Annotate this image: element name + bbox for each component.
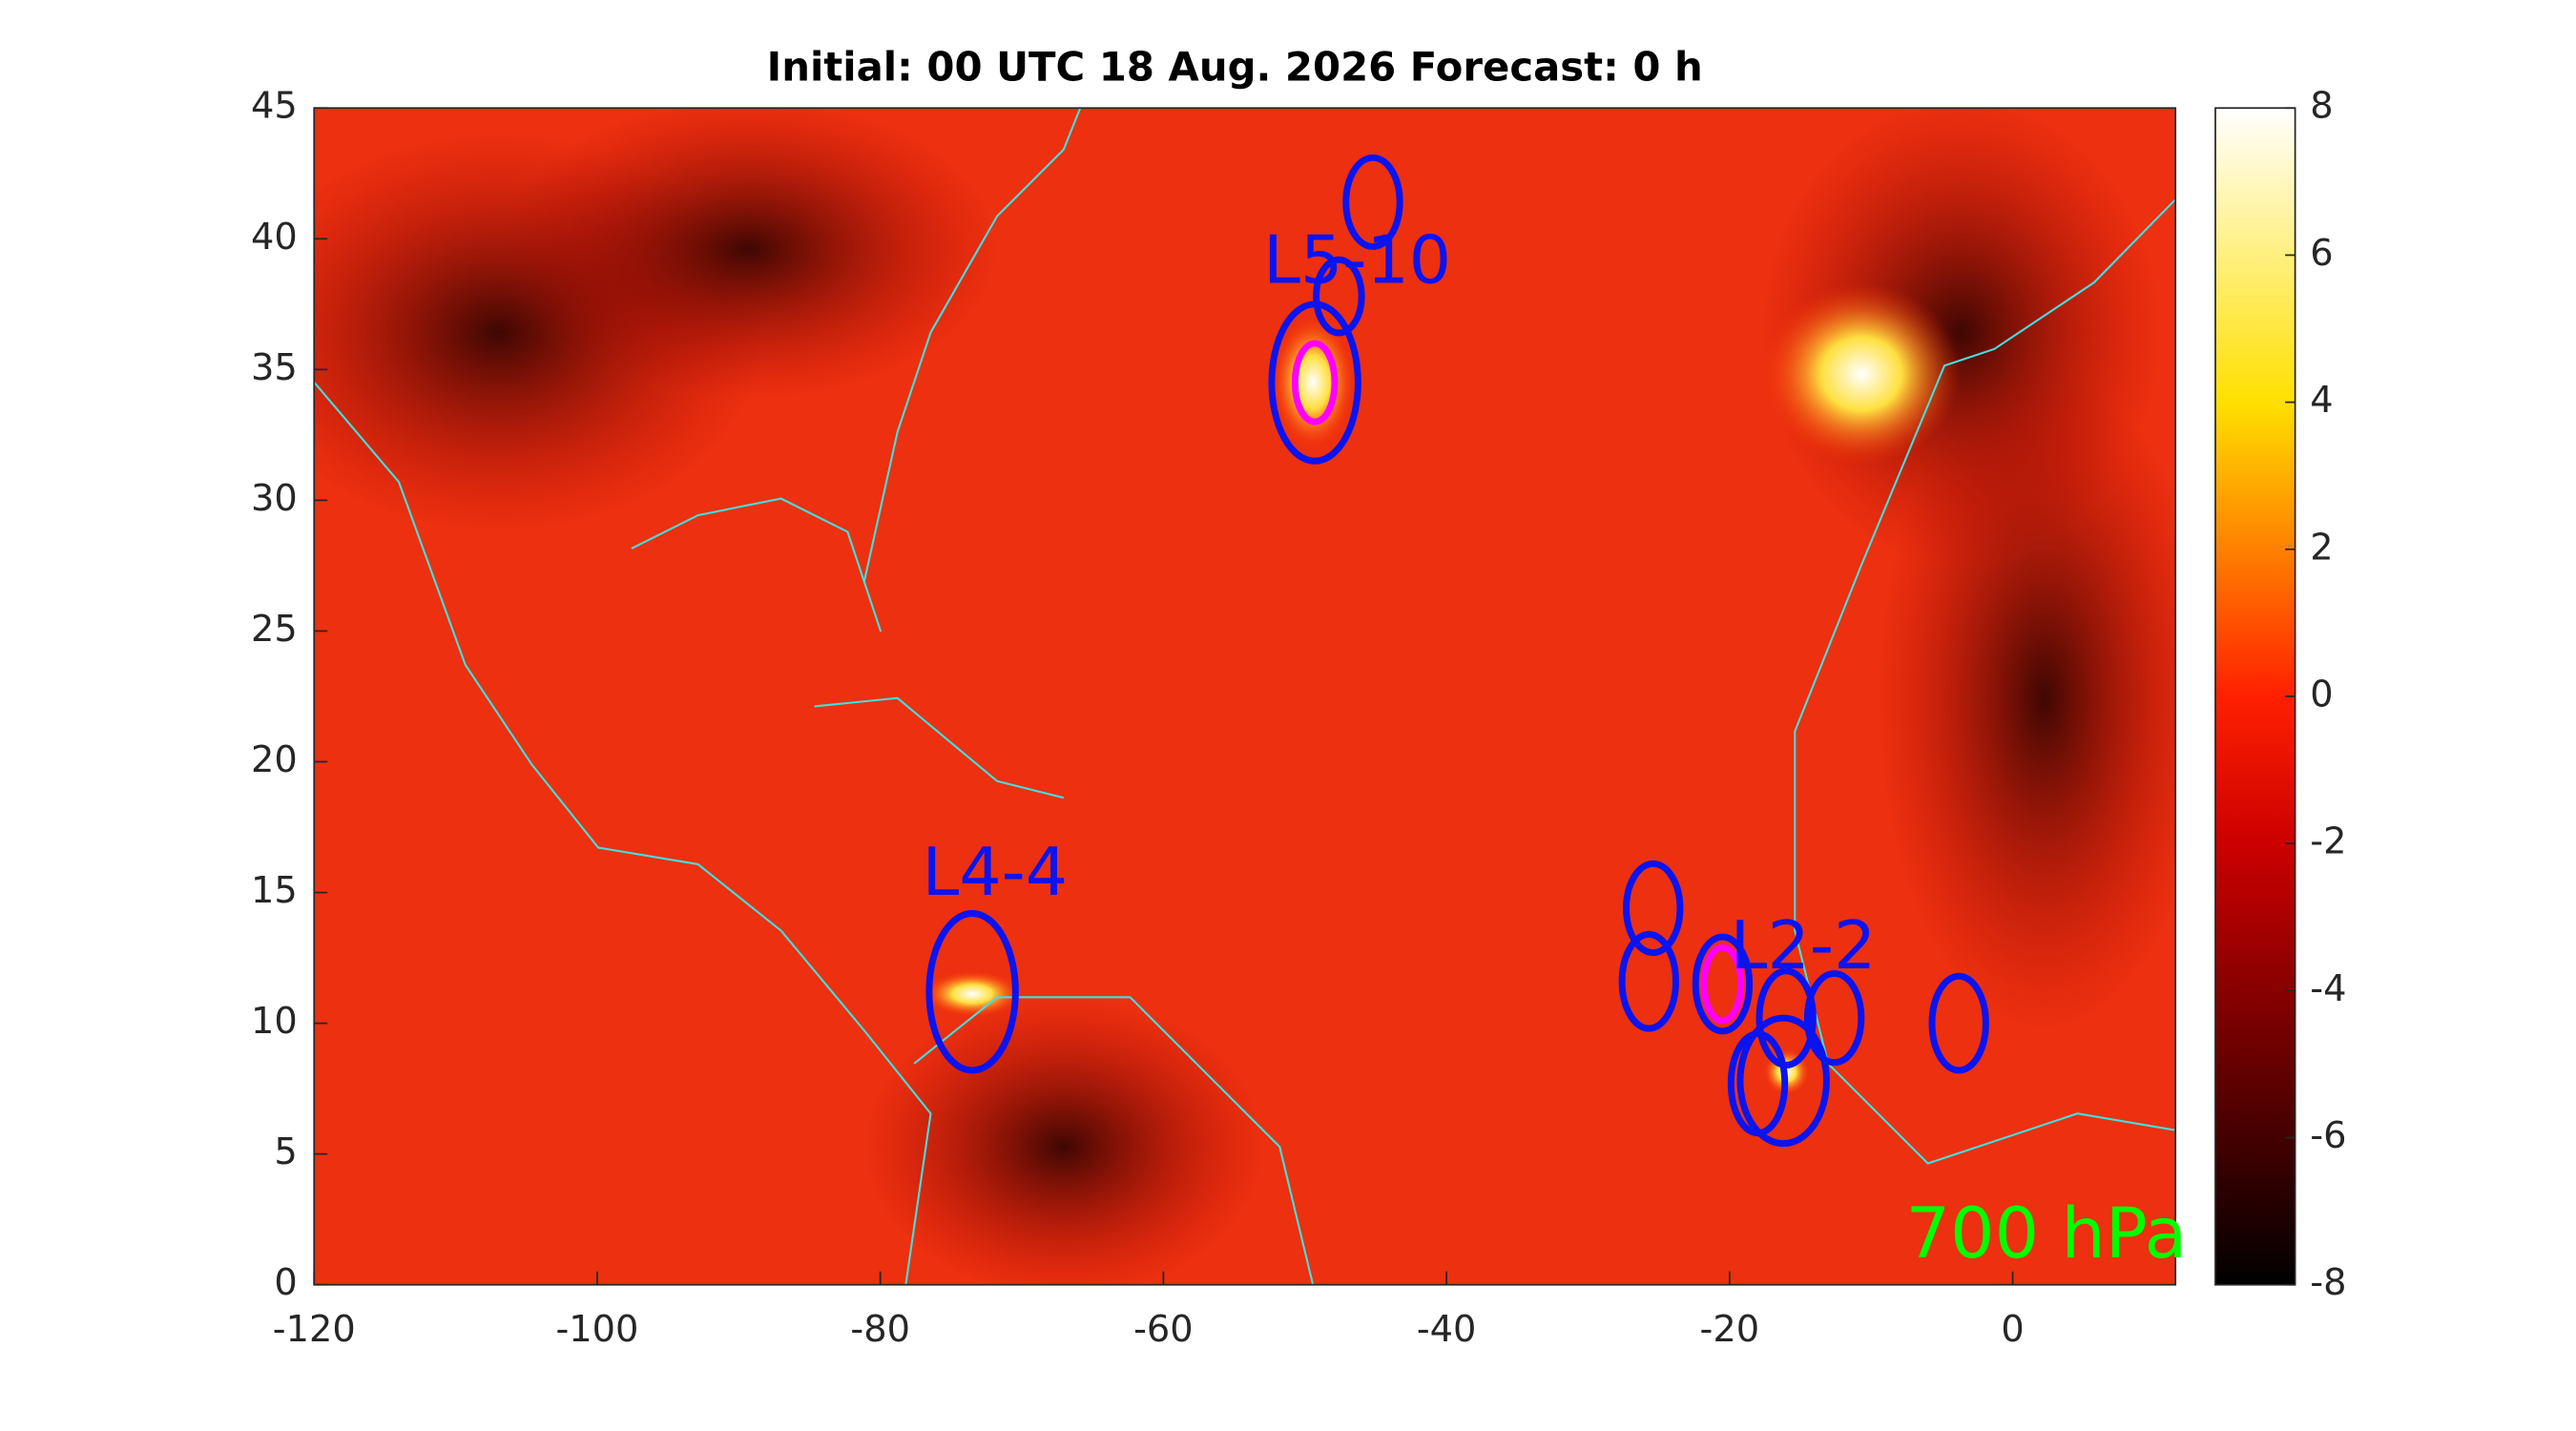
plot-frame: [313, 107, 2177, 1286]
colorbar-tick-label: -2: [2310, 820, 2346, 863]
y-tick-label: 15: [251, 869, 298, 912]
x-tick-label: 0: [2001, 1308, 2024, 1351]
y-tick-label: 5: [274, 1130, 297, 1173]
colorbar-tick-label: 2: [2310, 526, 2333, 569]
colorbar-tick-label: 8: [2310, 85, 2333, 128]
colorbar-tick-label: 4: [2310, 379, 2333, 422]
y-tick-label: 35: [251, 346, 298, 389]
system-ellipse: [1291, 340, 1339, 425]
colorbar: [2214, 107, 2296, 1286]
chart-title: Initial: 00 UTC 18 Aug. 2026 Forecast: 0…: [767, 44, 1703, 91]
system-ellipse: [1623, 860, 1684, 957]
system-label: L4-4: [923, 834, 1069, 911]
x-tick-label: -20: [1700, 1308, 1760, 1351]
x-tick-label: -80: [850, 1308, 910, 1351]
colorbar-tick-label: 6: [2310, 232, 2333, 275]
system-label: L5-10: [1263, 222, 1451, 300]
colorbar-tick-label: -8: [2310, 1261, 2346, 1304]
y-tick-label: 10: [251, 1000, 298, 1043]
field: [314, 108, 2176, 1285]
colorbar-tick-label: -6: [2310, 1114, 2346, 1157]
level-label: 700 hPa: [1905, 1193, 2187, 1275]
system-ellipse: [1342, 154, 1403, 250]
colorbar-tick-label: 0: [2310, 673, 2333, 716]
system-ellipse: [1618, 930, 1679, 1032]
y-tick-label: 20: [251, 738, 298, 781]
system-ellipse: [1268, 301, 1361, 465]
x-tick-label: -40: [1417, 1308, 1477, 1351]
system-ellipse: [1700, 944, 1745, 1025]
x-tick-label: -100: [555, 1308, 638, 1351]
y-tick-label: 45: [251, 85, 298, 128]
colorbar-tick-label: -4: [2310, 967, 2346, 1010]
system-label: L2-2: [1731, 907, 1877, 985]
y-tick-label: 30: [251, 477, 298, 520]
y-tick-label: 40: [251, 216, 298, 259]
system-ellipse: [1803, 970, 1865, 1067]
x-tick-label: -60: [1133, 1308, 1194, 1351]
y-tick-label: 25: [251, 608, 298, 651]
system-ellipse: [1692, 933, 1754, 1035]
system-ellipse: [1928, 972, 1989, 1074]
x-tick-label: -120: [273, 1308, 356, 1351]
y-tick-label: 0: [274, 1261, 297, 1304]
system-ellipse: [1313, 256, 1365, 337]
system-ellipse: [1736, 1014, 1830, 1148]
coastline: [314, 108, 2176, 1285]
system-ellipse: [925, 909, 1019, 1074]
